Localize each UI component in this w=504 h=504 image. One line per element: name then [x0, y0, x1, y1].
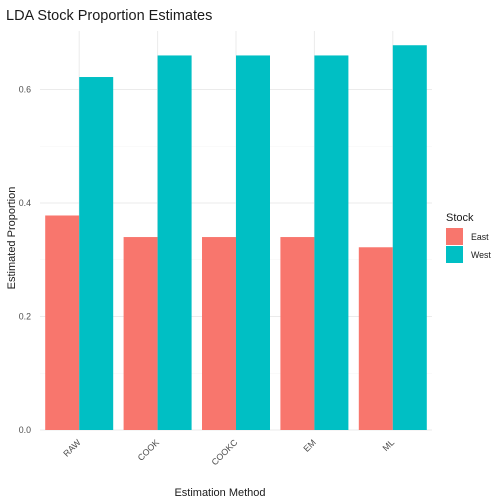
- y-tick-label: 0.4: [19, 198, 31, 208]
- bar-east-ml: [358, 247, 393, 430]
- x-axis-title: Estimation Method: [174, 487, 265, 499]
- y-tick-label: 0.0: [19, 425, 31, 435]
- chart-title: LDA Stock Proportion Estimates: [6, 8, 212, 24]
- bar-east-cookc: [202, 237, 236, 430]
- bar-west-ml: [392, 45, 427, 431]
- legend-key-west: [446, 246, 463, 263]
- x-tick-label: RAW: [61, 437, 83, 459]
- bars: [45, 45, 427, 431]
- bar-west-raw: [79, 77, 114, 430]
- bar-west-cook: [157, 55, 192, 430]
- legend: Stock East West: [446, 212, 491, 263]
- bar-east-em: [280, 237, 315, 430]
- x-tick-label: COOKC: [210, 437, 240, 467]
- y-tick-label: 0.2: [19, 312, 31, 322]
- x-tick-label: COOK: [136, 437, 161, 462]
- y-axis: 0.0 0.2 0.4 0.6: [19, 85, 31, 436]
- x-axis: RAW COOK COOKC EM ML: [61, 437, 396, 467]
- x-tick-label: ML: [380, 437, 396, 453]
- legend-label-west: West: [471, 250, 491, 260]
- legend-label-east: East: [471, 232, 489, 242]
- legend-title: Stock: [446, 212, 474, 224]
- legend-key-east: [446, 228, 463, 245]
- plot-panel: [40, 31, 432, 431]
- bar-west-cookc: [236, 55, 270, 430]
- bar-east-cook: [123, 237, 158, 430]
- x-tick-label: EM: [301, 437, 317, 453]
- bar-east-raw: [45, 215, 80, 430]
- bar-west-em: [314, 55, 349, 430]
- y-tick-label: 0.6: [19, 85, 31, 95]
- y-axis-title: Estimated Proportion: [6, 187, 18, 290]
